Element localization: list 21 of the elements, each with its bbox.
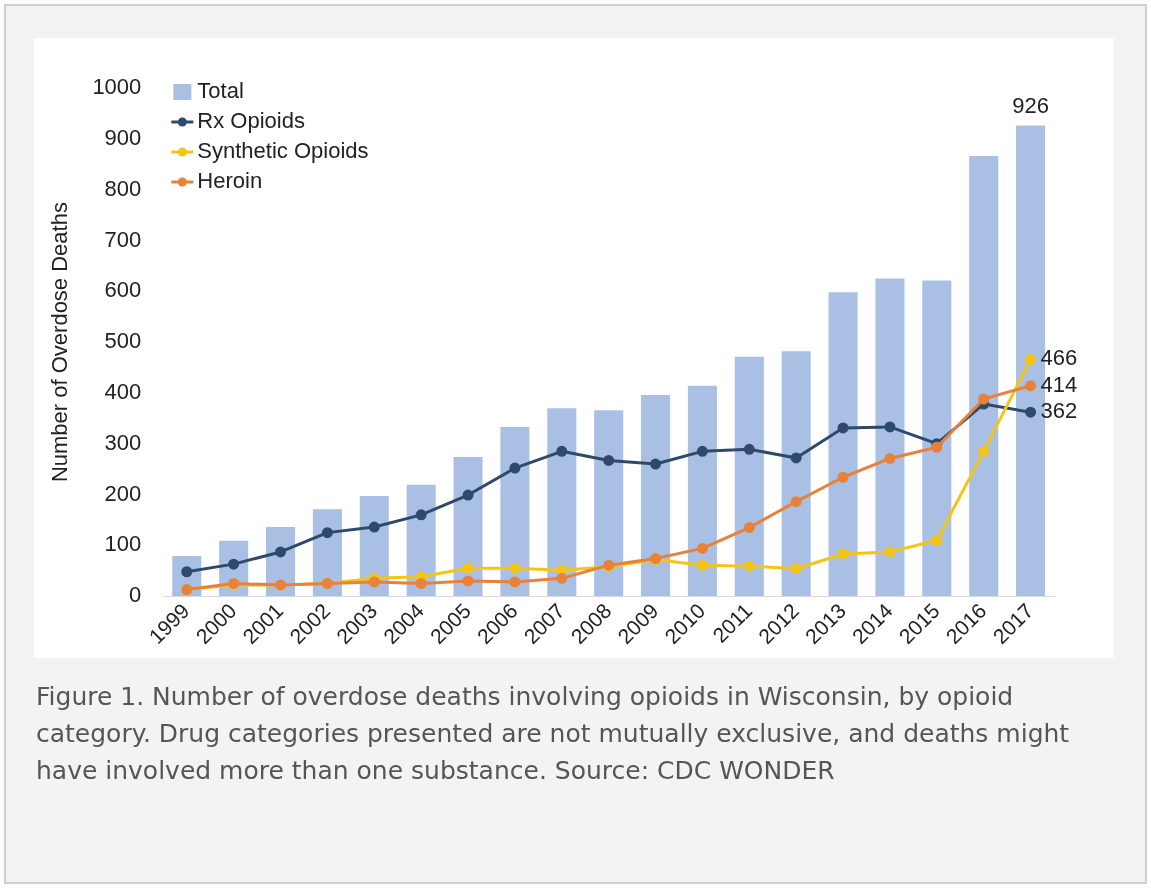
data-label: 926 (1012, 92, 1049, 118)
y-tick-label: 400 (104, 378, 142, 404)
data-label: 466 (1040, 345, 1078, 371)
y-tick-label: 200 (104, 480, 142, 506)
caption: Figure 1. Number of overdose deaths involving opioids in Wisconsin, by opioid category. Drug categories presented are not mutually exclusive, and deaths might have involved more than one substance. Source: CDC WONDER (36, 681, 1071, 787)
y-tick-label: 800 (104, 175, 142, 201)
y-tick-label: 500 (104, 328, 142, 354)
y-tick-label: 0 (129, 582, 142, 608)
legend-label: Total (197, 78, 244, 104)
y-tick-label: 300 (104, 429, 142, 455)
data-label: 414 (1040, 371, 1078, 397)
data-label: 362 (1040, 398, 1078, 424)
legend-label: Synthetic Opioids (197, 138, 369, 164)
y-tick-label: 1000 (92, 74, 142, 100)
y-tick-label: 900 (104, 124, 142, 150)
y-axis-title: Number of Overdose Deaths (47, 202, 73, 483)
y-tick-label: 700 (104, 226, 142, 252)
y-tick-label: 100 (104, 531, 142, 557)
legend-label: Heroin (197, 168, 263, 194)
y-tick-label: 600 (104, 277, 142, 303)
legend-label: Rx Opioids (197, 108, 305, 134)
